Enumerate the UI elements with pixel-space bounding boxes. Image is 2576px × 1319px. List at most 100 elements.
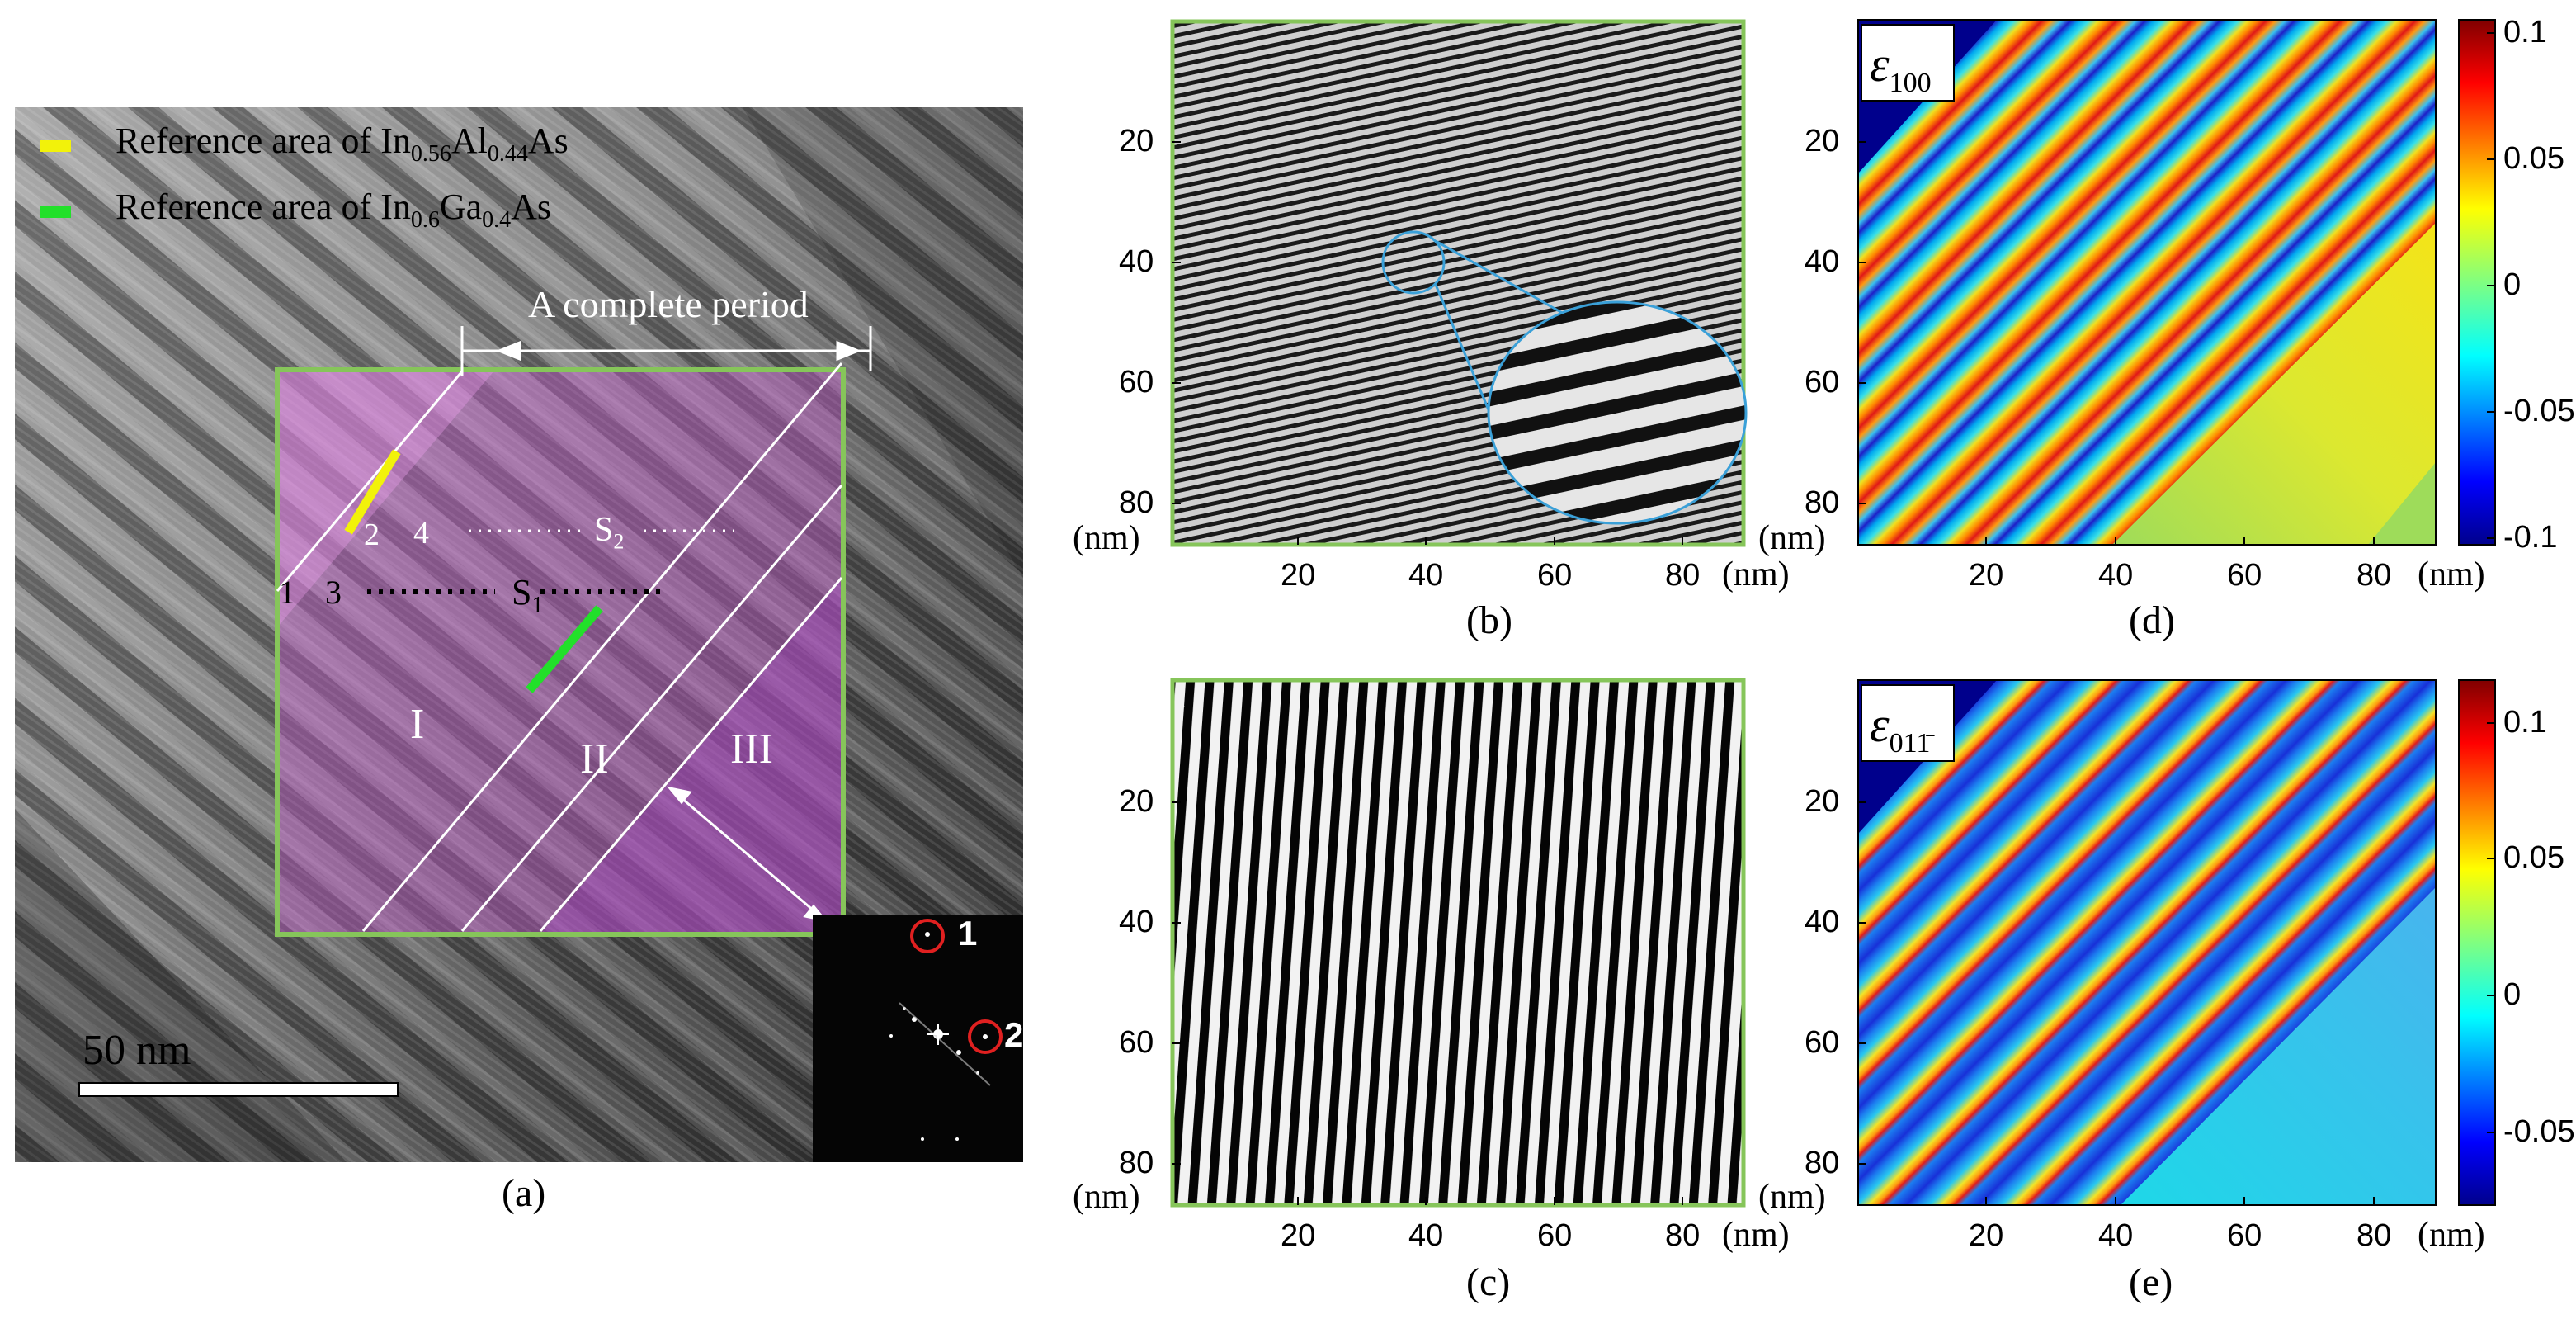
period-label: A complete period (528, 283, 809, 325)
caption-c: (c) (1466, 1260, 1511, 1304)
d-label-sub: 100 (1889, 68, 1932, 98)
d-strain-label: ε100 (1870, 36, 1932, 99)
d-ytick-40: 40 (1805, 244, 1840, 279)
e-yunit: (nm) (1758, 1178, 1826, 1216)
b-xtick-80: 80 (1665, 558, 1701, 593)
colorbar-e (2458, 679, 2496, 1206)
point-label-2: 2 (364, 518, 380, 552)
legend-entry-inalas: Reference area of In0.56Al0.44As (116, 120, 569, 168)
e-cbar-tick-2: 0 (2503, 977, 2522, 1012)
legend-ingaas-mid: Ga (439, 187, 483, 227)
s2-sub: 2 (613, 529, 625, 554)
c-xtick-80: 80 (1665, 1218, 1701, 1253)
scale-bar-label: 50 nm (83, 1027, 191, 1074)
strain-label-box-d (1861, 24, 1955, 102)
panel-d (1857, 19, 2496, 546)
d-cbar-tick-4: -0.1 (2503, 520, 2558, 555)
c-xunit: (nm) (1722, 1216, 1790, 1254)
legend-inalas-sub2: 0.44 (487, 140, 528, 167)
region-label-i: I (410, 701, 425, 748)
d-xtick-20: 20 (1969, 558, 2004, 593)
fft-spot-2-circle (968, 1019, 1003, 1054)
panel-c (1170, 678, 1746, 1208)
caption-e: (e) (2129, 1260, 2173, 1304)
caption-a: (a) (502, 1171, 546, 1215)
e-cbar-tick-0: 0.1 (2503, 705, 2547, 740)
legend-swatch-green (40, 206, 71, 218)
point-label-4: 4 (413, 516, 429, 551)
e-cbar-tick-1: 0.05 (2503, 840, 2564, 875)
legend-swatch-yellow (40, 140, 71, 152)
legend-ingaas-sub1: 0.6 (410, 206, 440, 233)
e-ytick-40: 40 (1805, 905, 1840, 939)
d-cbar-tick-3: -0.05 (2503, 394, 2575, 428)
legend-inalas-post: As (527, 121, 569, 161)
caption-b: (b) (1466, 598, 1512, 642)
e-label-sub: 011̄ (1889, 728, 1931, 759)
strain-map-e100 (1858, 20, 2436, 545)
fringe-image-c (1172, 680, 1743, 1205)
zoom-magnified-circle (1487, 300, 1748, 525)
d-cbar-tick-0: 0.1 (2503, 15, 2547, 50)
d-ytick-80: 80 (1805, 485, 1840, 520)
b-ytick-20: 20 (1119, 124, 1154, 158)
b-xtick-60: 60 (1537, 558, 1573, 593)
c-ytick-20: 20 (1119, 784, 1154, 819)
b-yunit: (nm) (1073, 519, 1140, 557)
c-ytick-80: 80 (1119, 1146, 1154, 1180)
s2-label: S2 (594, 510, 624, 554)
caption-d: (d) (2129, 598, 2175, 642)
point-label-1: 1 (279, 574, 295, 611)
strain-map-e011 (1858, 680, 2436, 1205)
d-yunit: (nm) (1758, 519, 1826, 557)
strain-label-box-e (1861, 684, 1955, 762)
c-xtick-60: 60 (1537, 1218, 1573, 1253)
region-label-iii: III (730, 726, 773, 773)
e-ytick-60: 60 (1805, 1025, 1840, 1060)
region-label-ii: II (580, 735, 609, 782)
e-xtick-60: 60 (2227, 1218, 2262, 1253)
c-ytick-60: 60 (1119, 1025, 1154, 1060)
reference-marker-inalas (344, 449, 401, 535)
reference-marker-ingaas (526, 605, 603, 693)
d-cbar-tick-1: 0.05 (2503, 141, 2564, 176)
b-xtick-20: 20 (1281, 558, 1316, 593)
e-strain-label: ε011̄ (1870, 697, 1930, 759)
panel-e (1857, 679, 2496, 1206)
panel-b (1170, 19, 1748, 547)
d-xunit: (nm) (2418, 555, 2485, 593)
fft-spot-label-2: 2 (1004, 1015, 1024, 1054)
d-xtick-60: 60 (2227, 558, 2262, 593)
b-ytick-40: 40 (1119, 244, 1154, 279)
s1-label: S1 (512, 571, 543, 619)
s1-main: S (512, 572, 532, 612)
point-label-3: 3 (325, 574, 342, 611)
e-ytick-20: 20 (1805, 784, 1840, 819)
legend-ingaas-post: As (511, 187, 552, 227)
b-xtick-40: 40 (1408, 558, 1444, 593)
colorbar-d (2458, 19, 2496, 546)
period-arrow (460, 326, 872, 376)
fft-spot-label-1: 1 (958, 914, 978, 953)
legend-inalas-text: Reference area of In (116, 121, 411, 161)
tem-image (15, 107, 1023, 1162)
analysis-region-frame (275, 367, 846, 937)
legend-ingaas-text: Reference area of In (116, 187, 411, 227)
d-label-main: ε (1870, 37, 1890, 92)
e-ytick-80: 80 (1805, 1146, 1840, 1180)
scale-bar (78, 1082, 399, 1097)
d-ytick-60: 60 (1805, 365, 1840, 399)
zoom-source-circle (1381, 230, 1446, 295)
legend-entry-ingaas: Reference area of In0.6Ga0.4As (116, 186, 551, 234)
panel-a (15, 107, 1023, 1162)
s1-sub: 1 (531, 592, 544, 618)
legend-inalas-sub1: 0.56 (410, 140, 451, 167)
b-ytick-80: 80 (1119, 485, 1154, 520)
fft-inset (813, 915, 1023, 1162)
e-cbar-tick-3: -0.05 (2503, 1114, 2575, 1149)
b-xunit: (nm) (1722, 555, 1790, 593)
e-label-main: ε (1870, 697, 1890, 752)
c-xtick-40: 40 (1408, 1218, 1444, 1253)
legend-ingaas-sub2: 0.4 (482, 206, 512, 233)
